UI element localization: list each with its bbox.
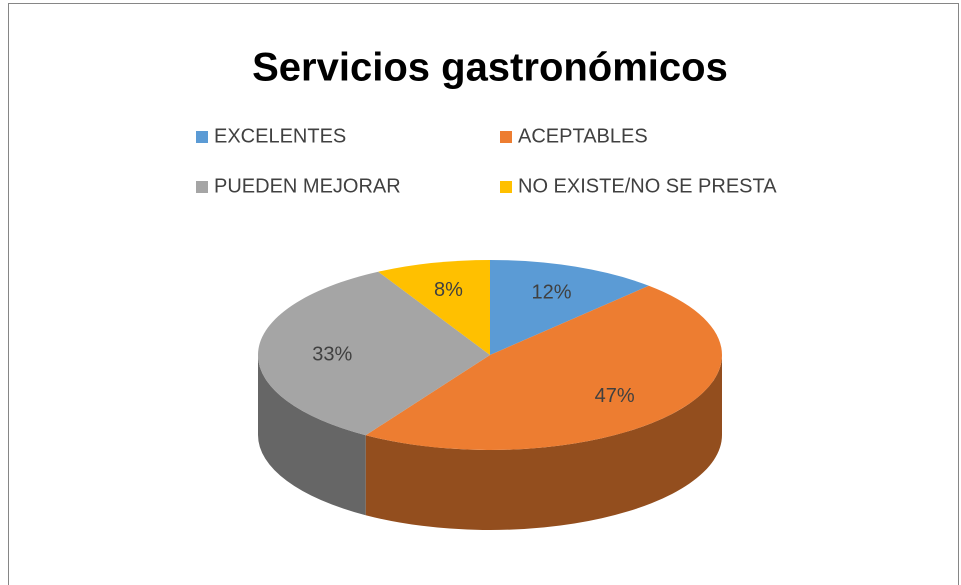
- legend-swatch: [500, 181, 512, 193]
- legend-label: ACEPTABLES: [518, 125, 648, 147]
- legend-swatch: [196, 181, 208, 193]
- data-label: 12%: [531, 282, 571, 304]
- pie-slice: [378, 260, 490, 355]
- legend-label: NO EXISTE/NO SE PRESTA: [518, 175, 777, 197]
- pie-side: [258, 355, 366, 516]
- pie-slice: [490, 260, 649, 355]
- legend-label: EXCELENTES: [214, 125, 346, 147]
- pie-slice: [365, 285, 722, 450]
- data-label: 33%: [312, 343, 352, 365]
- legend-swatch: [196, 131, 208, 143]
- pie-slice: [257, 271, 490, 436]
- legend-label: PUEDEN MEJORAR: [214, 175, 401, 197]
- pie-side: [365, 355, 722, 531]
- data-label: 47%: [595, 385, 635, 407]
- data-label: 8%: [434, 279, 463, 301]
- legend-swatch: [500, 131, 512, 143]
- chart-title: Servicios gastronómicos: [252, 46, 728, 90]
